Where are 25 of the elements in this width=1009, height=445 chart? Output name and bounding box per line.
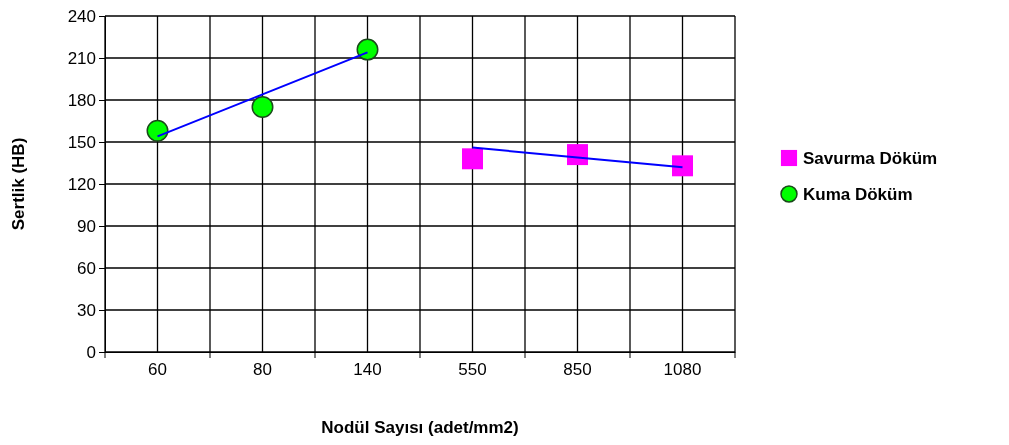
y-tick-label: 150 bbox=[67, 132, 96, 152]
x-tick-label: 140 bbox=[353, 360, 382, 380]
legend-label: Kuma Döküm bbox=[803, 184, 913, 204]
point bbox=[462, 148, 483, 170]
x-axis-title: Nodül Sayısı (adet/mm2) bbox=[321, 418, 519, 437]
x-tick-label: 550 bbox=[458, 360, 487, 380]
legend-label: Savurma Döküm bbox=[803, 148, 938, 168]
y-tick-label: 90 bbox=[77, 216, 96, 236]
y-tick-label: 120 bbox=[67, 174, 96, 194]
y-axis-title: Sertlik (HB) bbox=[9, 137, 28, 231]
x-tick-label: 80 bbox=[253, 360, 272, 380]
point bbox=[251, 96, 274, 118]
y-tick-label: 210 bbox=[67, 48, 96, 68]
x-tick-label: 850 bbox=[563, 360, 592, 380]
point bbox=[146, 119, 169, 142]
x-tick-label: 1080 bbox=[663, 360, 702, 380]
point bbox=[567, 144, 588, 166]
y-tick-label: 60 bbox=[77, 258, 96, 278]
point bbox=[672, 155, 693, 177]
point bbox=[356, 38, 379, 61]
y-tick-label: 0 bbox=[86, 342, 96, 362]
y-tick-label: 30 bbox=[77, 300, 96, 320]
y-tick-label: 180 bbox=[67, 90, 96, 110]
x-tick-label: 60 bbox=[148, 360, 167, 380]
y-tick-label: 240 bbox=[67, 6, 96, 26]
